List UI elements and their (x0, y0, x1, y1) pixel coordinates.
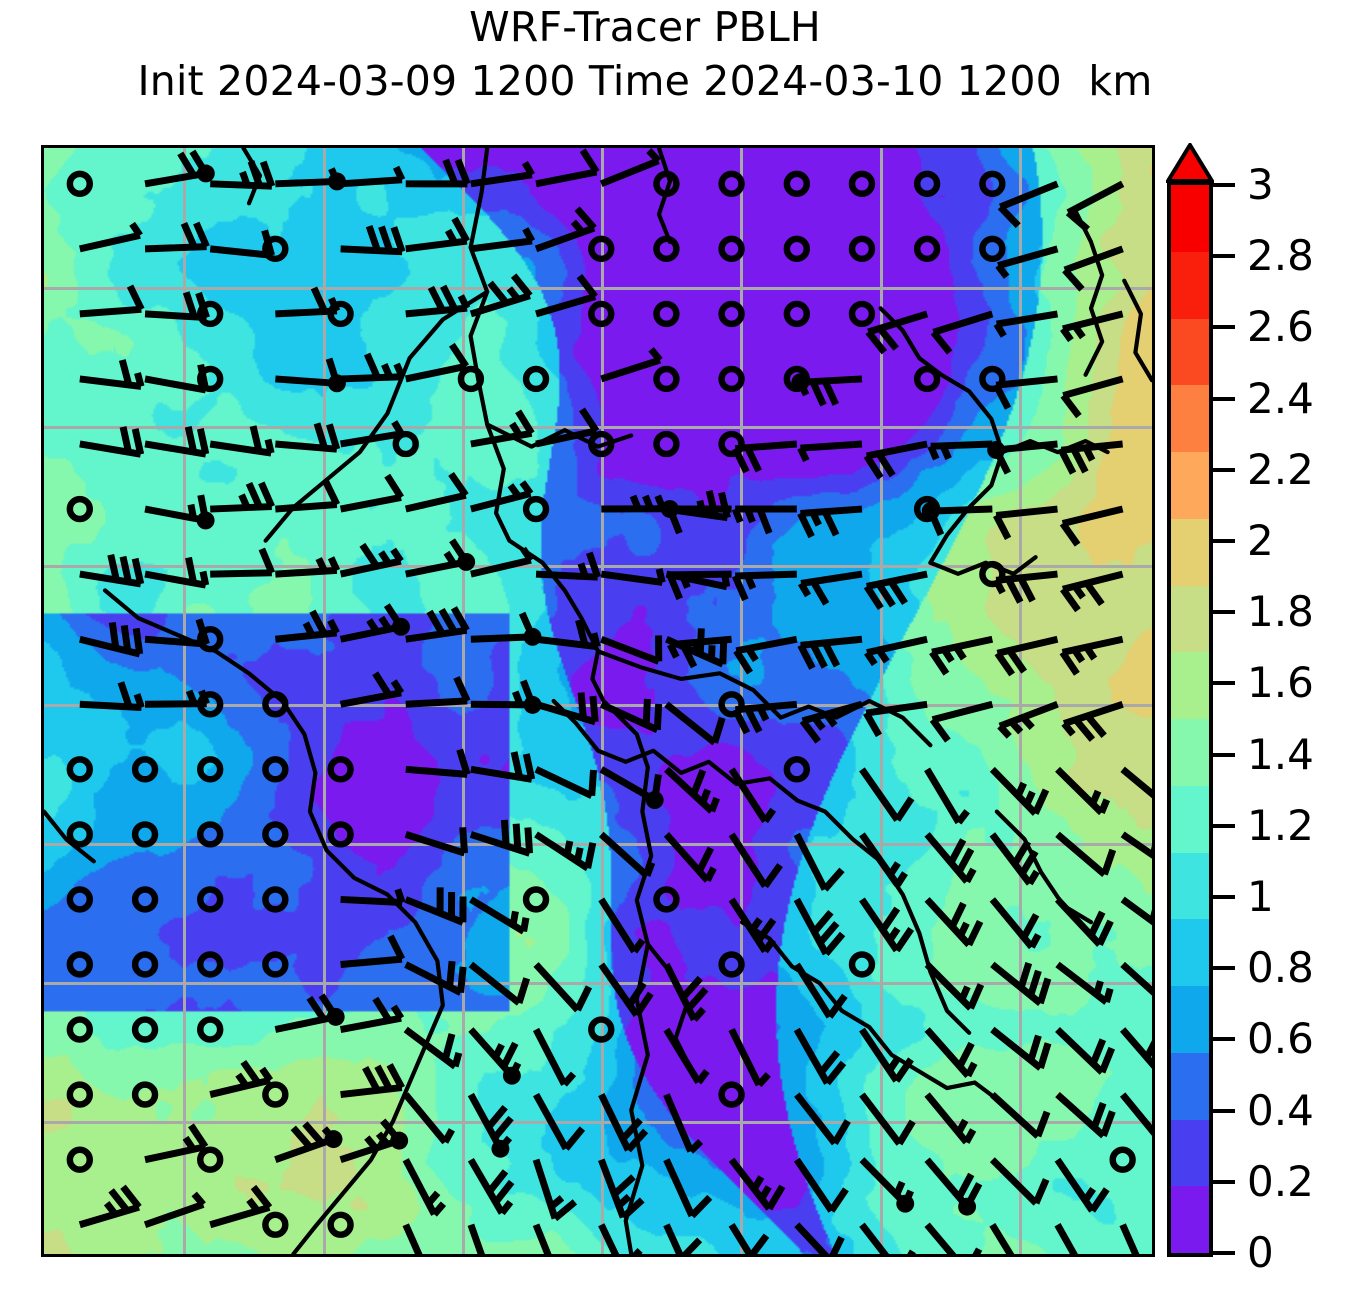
subtitle-text: Init 2024-03-09 1200 Time 2024-03-10 120… (137, 57, 1062, 105)
colorbar-tick-mark (1213, 1037, 1235, 1042)
colorbar-segment (1171, 1119, 1209, 1187)
pblh-contour-field (44, 148, 1152, 1254)
colorbar-segment (1171, 318, 1209, 386)
colorbar-segment (1171, 251, 1209, 319)
units-label: km (1088, 57, 1153, 105)
colorbar-tick-mark (1213, 325, 1235, 330)
colorbar-tick-label: 0.6 (1247, 1014, 1314, 1064)
colorbar-tick-label: 0.8 (1247, 943, 1314, 993)
colorbar-tick-mark (1213, 752, 1235, 757)
colorbar-tick-label: 0 (1247, 1228, 1274, 1277)
colorbar-tick-mark (1213, 895, 1235, 899)
colorbar-tick-label: 1.4 (1247, 729, 1314, 779)
colorbar-segment (1171, 852, 1209, 920)
colorbar-tick-label: 0.2 (1247, 1156, 1314, 1206)
colorbar-tick-mark (1213, 254, 1235, 259)
colorbar-tick-label: 1.8 (1247, 587, 1314, 637)
colorbar-segment (1171, 518, 1209, 586)
colorbar-tick-mark (1213, 681, 1235, 686)
colorbar-tick-mark (1213, 467, 1235, 472)
colorbar-tick-label: 2.4 (1247, 373, 1314, 423)
colorbar-tick-mark (1213, 183, 1235, 187)
colorbar-tick-label: 2.6 (1247, 302, 1314, 352)
colorbar-segment (1171, 1186, 1209, 1253)
colorbar-tick-mark (1213, 966, 1235, 971)
colorbar-extend-arrow-icon (1166, 143, 1214, 183)
colorbar-segment (1171, 185, 1209, 252)
colorbar-tick-mark (1213, 396, 1235, 401)
colorbar-segment (1171, 585, 1209, 653)
colorbar[interactable]: 3 2.8 2.6 2.4 2.2 2 1.8 1.6 1.4 1.2 1 0.8 0.6 0.4 0.2 0 (1166, 143, 1314, 1274)
chart-title-block: WRF-Tracer PBLH Init 2024-03-09 1200 Tim… (0, 0, 1290, 108)
colorbar-ticks: 3 2.8 2.6 2.4 2.2 2 1.8 1.6 1.4 1.2 1 0.8 0.6 0.4 0.2 0 (1213, 164, 1347, 1274)
colorbar-segment (1171, 1052, 1209, 1120)
colorbar-tick-label: 2 (1247, 516, 1274, 565)
colorbar-tick-mark (1213, 1108, 1235, 1113)
colorbar-tick-label: 1.2 (1247, 800, 1314, 850)
colorbar-tick-mark (1213, 823, 1235, 828)
colorbar-tick-label: 1.6 (1247, 658, 1314, 708)
colorbar-tick-label: 2.8 (1247, 231, 1314, 281)
colorbar-segment (1171, 785, 1209, 853)
colorbar-tick-label: 3 (1247, 160, 1274, 209)
colorbar-segment (1171, 652, 1209, 719)
colorbar-tick-label: 1 (1247, 872, 1274, 921)
colorbar-tick-mark (1213, 1251, 1235, 1255)
colorbar-segment (1171, 719, 1209, 786)
colorbar-tick-label: 0.4 (1247, 1085, 1314, 1135)
chart-subtitle: Init 2024-03-09 1200 Time 2024-03-10 120… (0, 54, 1290, 108)
map-plot-area[interactable] (41, 145, 1155, 1257)
colorbar-gradient (1167, 181, 1213, 1257)
colorbar-tick-mark (1213, 1179, 1235, 1184)
page-title: WRF-Tracer PBLH (469, 3, 821, 51)
colorbar-segment (1171, 986, 1209, 1053)
colorbar-tick-label: 2.2 (1247, 444, 1314, 494)
colorbar-segment (1171, 452, 1209, 519)
colorbar-tick-mark (1213, 539, 1235, 543)
colorbar-segment (1171, 385, 1209, 452)
colorbar-segment (1171, 919, 1209, 986)
colorbar-tick-mark (1213, 610, 1235, 615)
